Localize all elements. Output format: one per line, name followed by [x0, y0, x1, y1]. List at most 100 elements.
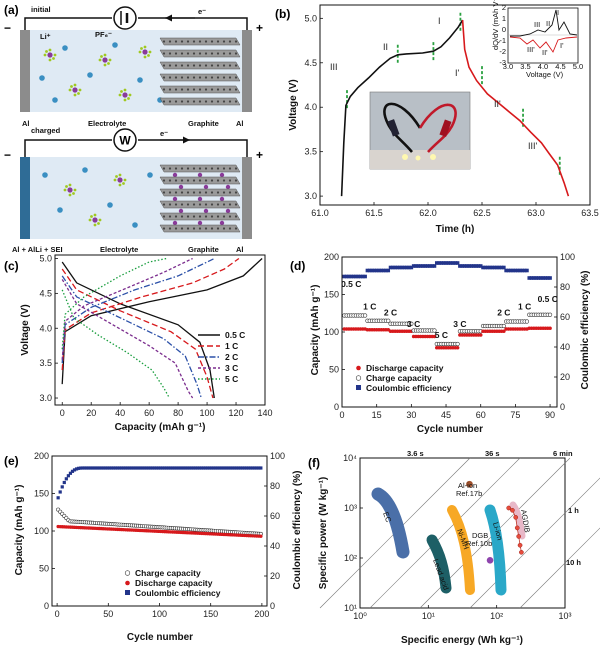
ce-point — [230, 466, 234, 470]
fluorine-atom — [103, 63, 107, 67]
ce-point — [478, 264, 483, 268]
al-label-left-top: Al — [22, 119, 30, 128]
carbon-atom — [180, 52, 184, 55]
ce-point — [144, 466, 148, 470]
intercalated-anion — [203, 208, 209, 214]
curve-discharge-1C — [61, 268, 214, 399]
x-axis-title: Cycle number — [127, 632, 193, 643]
intercalated-anion — [197, 196, 203, 202]
time-diagonal — [519, 527, 600, 609]
ce-point — [234, 466, 238, 470]
time-diagonal — [369, 457, 521, 609]
panel-e: (e) 0 50 100 150 200050100150200020406080100… — [4, 451, 303, 643]
li-ion-dot — [42, 172, 48, 178]
fluorine-atom — [68, 193, 72, 197]
ce-point — [142, 466, 146, 470]
carbon-atom — [198, 100, 202, 103]
intercalated-anion — [203, 184, 209, 190]
discharge-curve — [461, 20, 570, 197]
y2-tick-label: 100 — [270, 451, 285, 461]
inset-peak-Ip: I' — [560, 41, 564, 50]
y2-tick-label: 0 — [560, 402, 565, 412]
ce-point — [244, 466, 249, 470]
carbon-atom — [234, 227, 238, 230]
carbon-atom — [228, 100, 232, 103]
legend-label: Charge capacity — [366, 373, 432, 383]
meter-label: W — [119, 134, 131, 148]
fluorine-atom — [123, 178, 127, 182]
x-tick-label: 0 — [60, 408, 65, 418]
y-tick-label: 4.5 — [39, 288, 52, 298]
carbon-atom — [204, 191, 208, 194]
stage-IIp-label: II' — [494, 99, 501, 109]
carbon-atom — [168, 167, 172, 170]
carbon-atom — [192, 52, 196, 55]
ce-point — [189, 466, 193, 470]
plus-sign-top: + — [256, 21, 263, 35]
fluorine-atom — [73, 93, 77, 97]
ce-point — [518, 268, 522, 273]
charge-point — [363, 313, 368, 318]
ce-point — [156, 466, 161, 470]
ce-point — [128, 466, 132, 470]
fluorine-atom — [90, 215, 93, 218]
al-ion-point — [466, 480, 473, 488]
carbon-atom — [192, 227, 196, 230]
y-tick-label: 200 — [34, 451, 49, 461]
ce-point — [511, 268, 515, 273]
ce-point — [430, 264, 434, 268]
carbon-atom — [216, 52, 220, 55]
ce-point — [434, 261, 439, 265]
legend-label: Charge capacity — [135, 568, 201, 578]
inset-peak-I: I — [557, 8, 559, 17]
charge-point — [455, 341, 460, 347]
x-tick-label: 90 — [545, 410, 555, 420]
carbon-atom — [228, 88, 232, 91]
y-tick-label: 150 — [324, 290, 339, 300]
carbon-atom — [180, 167, 184, 170]
carbon-atom — [216, 167, 220, 170]
x-tick-label: 30 — [406, 410, 416, 420]
ce-point — [85, 466, 89, 470]
carbon-atom — [198, 88, 202, 91]
carbon-atom — [168, 191, 172, 194]
region-nimh — [447, 505, 475, 595]
ce-point — [545, 276, 550, 280]
ragone-regions — [371, 487, 526, 596]
intercalated-anion — [178, 208, 184, 214]
ce-point — [411, 264, 416, 268]
ce-point — [199, 466, 204, 470]
ce-point — [167, 466, 171, 470]
carbon-atom — [174, 191, 178, 194]
panel-c-label: (c) — [4, 259, 19, 273]
ce-point — [393, 265, 397, 270]
legend-label: Discharge capacity — [366, 363, 444, 373]
carbon-atom — [162, 215, 166, 218]
carbon-atom — [228, 64, 232, 67]
carbon-atom — [204, 215, 208, 218]
state-initial-label: initial — [31, 5, 51, 14]
curve-charge-5C — [61, 257, 167, 350]
curve-discharge-3C — [61, 279, 194, 399]
ce-point — [181, 466, 185, 470]
carbon-atom — [210, 191, 214, 194]
fluorine-atom — [68, 183, 72, 187]
rate-label: 2 C — [497, 308, 510, 318]
carbon-atom — [210, 203, 214, 206]
ce-point — [418, 264, 423, 268]
ce-point — [72, 468, 77, 472]
carbon-atom — [168, 88, 172, 91]
carbon-atom — [192, 203, 196, 206]
ce-point — [483, 265, 488, 270]
ragone-points — [466, 480, 524, 564]
y-tick-label: 5.0 — [39, 253, 52, 263]
fluorine-atom — [108, 58, 112, 62]
ce-point — [109, 466, 113, 470]
ce-point — [150, 466, 154, 470]
ce-point — [222, 466, 226, 470]
ce-point — [91, 466, 95, 470]
stage-II-label: II — [383, 42, 388, 52]
ce-point — [384, 268, 388, 273]
